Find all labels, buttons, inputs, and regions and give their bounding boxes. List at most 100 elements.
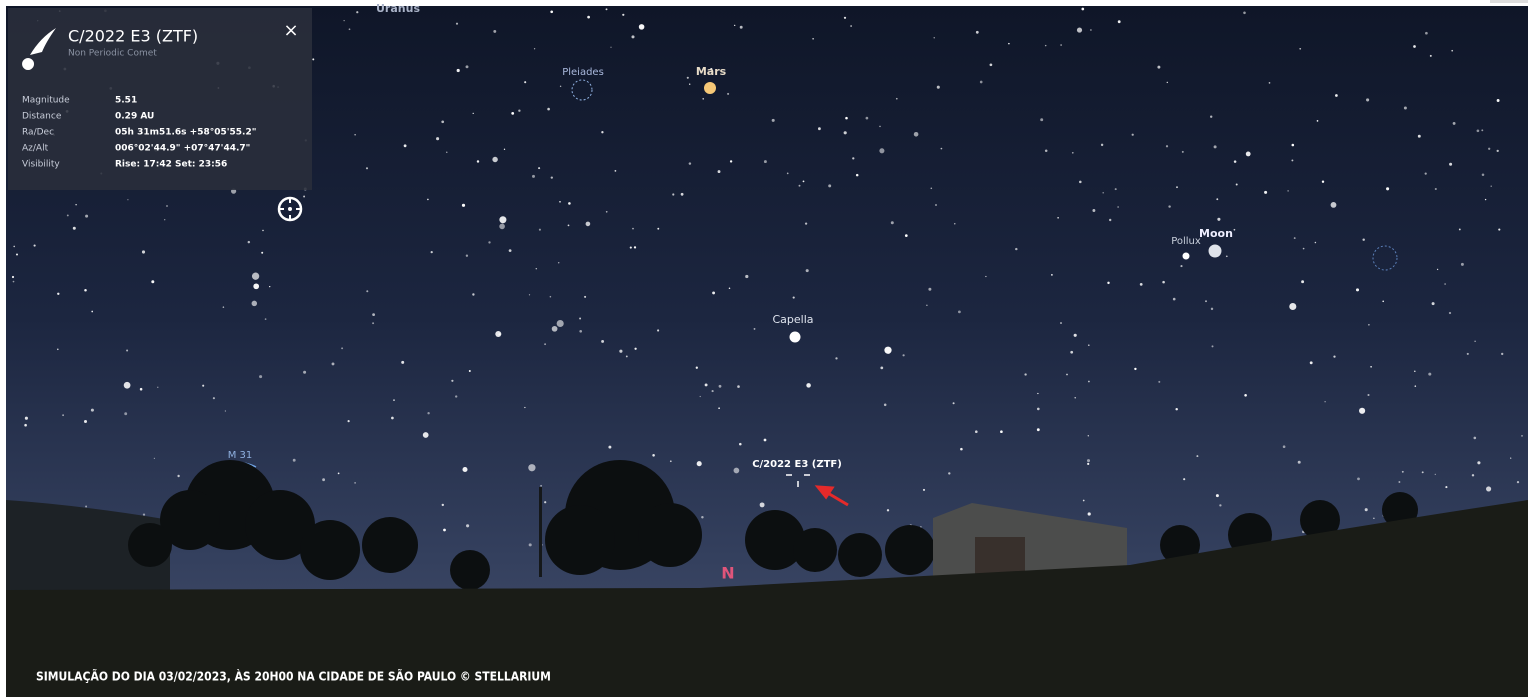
star [759,502,765,508]
deep-sky-marker [1372,245,1398,271]
star [1087,435,1089,437]
star [1168,205,1171,208]
star [1484,198,1487,201]
star [24,423,27,427]
star [657,227,660,230]
star [1481,173,1485,176]
star [1452,121,1456,125]
star [202,384,205,387]
star [1243,11,1246,15]
star [341,347,344,350]
star [251,272,260,280]
star [1079,180,1082,184]
star [1219,504,1222,507]
star [455,22,459,25]
star [142,513,146,516]
star [1359,407,1366,414]
star [936,85,940,89]
star [157,386,159,388]
star [1431,302,1435,306]
star [72,226,76,230]
star [1501,352,1504,356]
star [15,253,19,256]
star [166,205,168,207]
star [465,254,469,257]
star [443,528,446,532]
row-value: 0.29 AU [115,112,154,122]
star [550,10,554,14]
star [1428,372,1432,376]
star [652,454,655,457]
star [1245,151,1251,157]
star [427,198,429,201]
star [261,251,264,254]
star [737,385,740,388]
star [1413,45,1416,48]
star [1082,499,1085,502]
star [804,222,808,225]
star [1496,99,1500,102]
star [718,407,720,410]
star [786,172,789,175]
row-label: Visibility [22,160,60,170]
star [710,67,713,71]
star [532,174,535,178]
star [556,319,564,328]
star [989,63,993,67]
star [1403,106,1407,110]
star [430,250,433,254]
star [753,327,756,330]
star [680,192,684,196]
star [139,387,143,391]
star [1060,44,1062,46]
star [1217,217,1221,221]
star [427,412,430,415]
star [1434,187,1437,191]
star [1051,274,1053,276]
star [1089,29,1092,31]
star [455,395,458,398]
star [1040,118,1044,122]
star [1458,228,1461,231]
star [792,296,795,299]
star [879,148,885,154]
star [865,116,869,120]
star [524,406,526,409]
panel-title: C/2022 E3 (ZTF) [68,27,198,46]
comet-icon [22,28,56,70]
star [1087,380,1090,383]
star [1166,81,1169,84]
star [13,245,16,248]
star [292,458,296,462]
star [1330,201,1337,208]
star [727,92,730,95]
star [1215,494,1219,498]
close-button[interactable]: × [283,20,298,41]
center-button[interactable] [277,196,303,222]
star [739,442,742,446]
star [468,369,471,373]
star [614,170,617,172]
star [688,162,692,165]
star [745,274,749,279]
star [547,107,550,111]
star [91,310,94,313]
star [461,203,466,207]
star [151,280,155,284]
star [544,501,547,504]
label-m31: M 31 [228,450,253,461]
star [1474,340,1476,342]
star [495,330,502,338]
star [619,349,623,353]
star [1362,238,1365,241]
star [1087,512,1091,516]
star [579,317,582,320]
star [83,419,88,424]
star [1036,407,1040,411]
star [1436,268,1439,271]
star [1424,172,1427,175]
star [1233,160,1237,163]
star [347,420,350,423]
star [465,65,469,69]
star [366,290,369,293]
